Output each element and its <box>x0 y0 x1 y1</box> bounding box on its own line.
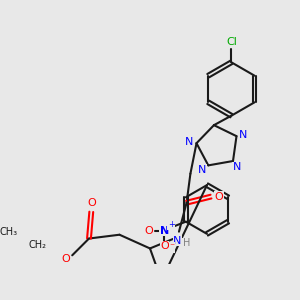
Text: N: N <box>185 137 193 147</box>
Text: O: O <box>160 241 169 251</box>
Text: +: + <box>168 220 175 229</box>
Text: H: H <box>183 238 190 248</box>
Text: Cl: Cl <box>226 38 237 47</box>
Text: N: N <box>232 162 241 172</box>
Text: N: N <box>198 165 206 175</box>
Text: O: O <box>87 199 96 208</box>
Text: N: N <box>160 226 169 236</box>
Text: N: N <box>173 236 181 246</box>
Text: ⁻: ⁻ <box>169 243 175 253</box>
Text: O: O <box>214 192 223 202</box>
Text: O: O <box>61 254 70 264</box>
Text: N: N <box>238 130 247 140</box>
Text: CH₂: CH₂ <box>28 240 46 250</box>
Text: CH₃: CH₃ <box>0 227 18 237</box>
Text: O: O <box>145 226 154 236</box>
